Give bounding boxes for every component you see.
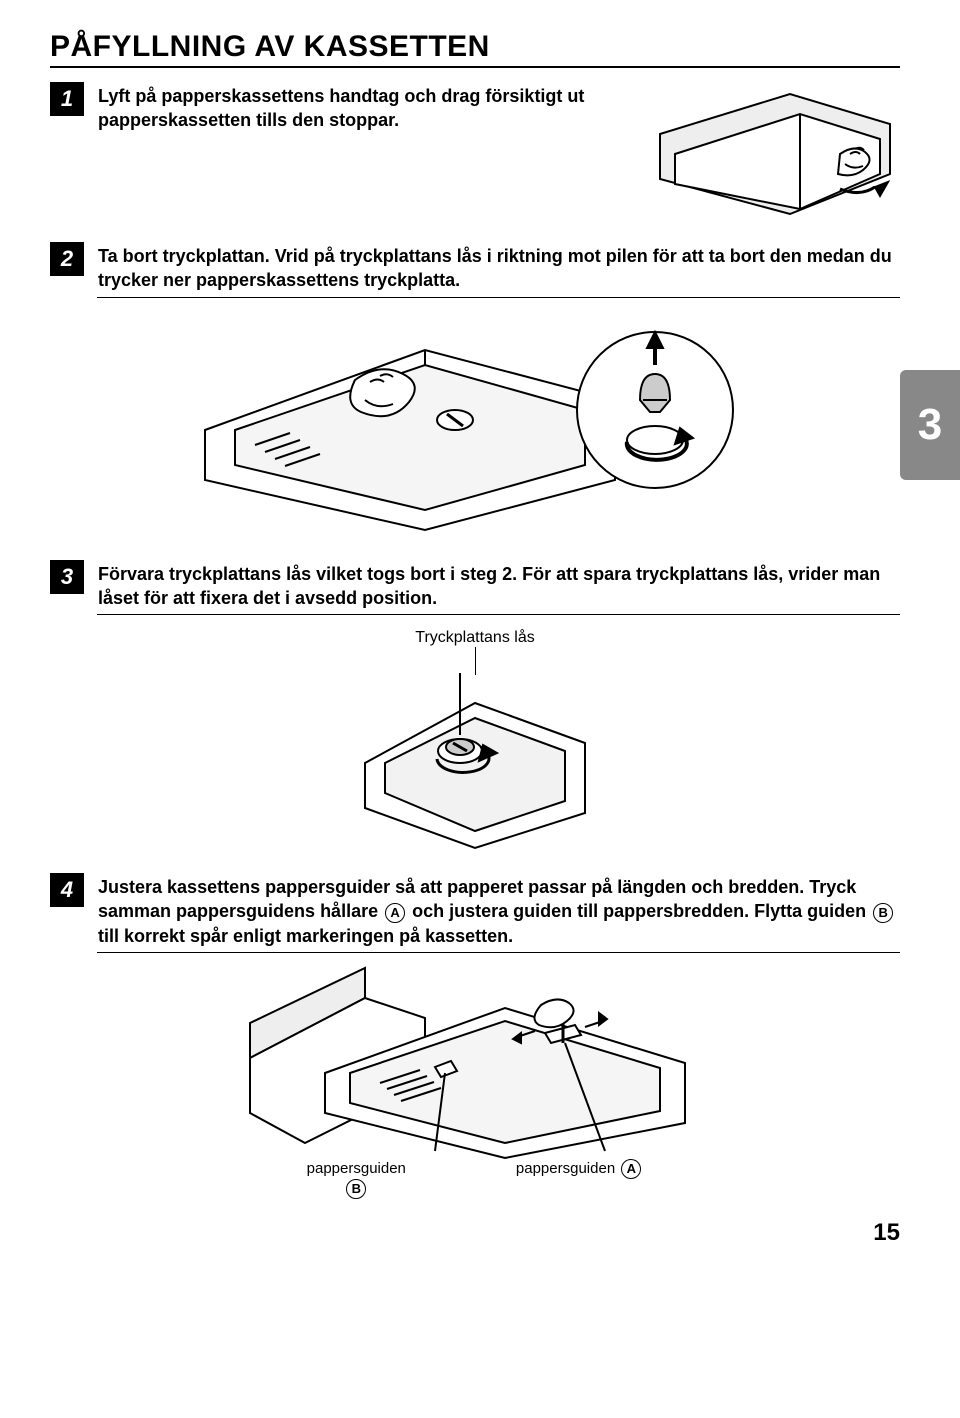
step-3-illustration bbox=[345, 673, 605, 853]
step-3-rule bbox=[97, 614, 900, 615]
step-4-illustration bbox=[245, 963, 705, 1163]
step-2-body: Ta bort tryckplattan. Vrid på tryckplatt… bbox=[98, 242, 900, 293]
step-4-number: 4 bbox=[50, 873, 84, 907]
label-guide-a-text: pappersguiden bbox=[516, 1160, 615, 1177]
step-4-text-part2: och justera guiden till pappersbredden. … bbox=[412, 901, 871, 921]
step-1-text: Lyft på papperskassettens handtag och dr… bbox=[98, 84, 620, 133]
step-3-number: 3 bbox=[50, 560, 84, 594]
step-3: 3 Förvara tryckplattans lås vilket togs … bbox=[50, 560, 900, 611]
step-4-illustration-block: pappersguiden B pappersguiden A bbox=[50, 963, 900, 1199]
step-1-body: Lyft på papperskassettens handtag och dr… bbox=[98, 82, 900, 224]
label-guide-b: pappersguiden B bbox=[307, 1159, 406, 1199]
circled-letter-b-inline: B bbox=[873, 903, 893, 923]
step-3-illustration-block: Tryckplattans lås bbox=[50, 625, 900, 853]
label-guide-b-text: pappersguiden bbox=[307, 1160, 406, 1177]
step-4-body: Justera kassettens pappersguider så att … bbox=[98, 873, 900, 948]
chapter-tab-number: 3 bbox=[918, 400, 942, 450]
chapter-tab: 3 bbox=[900, 370, 960, 480]
label-guide-a: pappersguiden A bbox=[516, 1159, 643, 1199]
step-4-text-part3: till korrekt spår enligt markeringen på … bbox=[98, 926, 513, 946]
step-1-number: 1 bbox=[50, 82, 84, 116]
step-2-text: Ta bort tryckplattan. Vrid på tryckplatt… bbox=[98, 246, 892, 290]
step-3-text: Förvara tryckplattans lås vilket togs bo… bbox=[98, 564, 880, 608]
step-2-illustration-block bbox=[50, 310, 900, 540]
circled-letter-a-label: A bbox=[621, 1159, 641, 1179]
step-1: 1 Lyft på papperskassettens handtag och … bbox=[50, 82, 900, 224]
step-3-body: Förvara tryckplattans lås vilket togs bo… bbox=[98, 560, 900, 611]
step-1-illustration bbox=[640, 84, 900, 224]
step-2-illustration bbox=[195, 310, 755, 540]
circled-letter-a-inline: A bbox=[385, 903, 405, 923]
step-2: 2 Ta bort tryckplattan. Vrid på tryckpla… bbox=[50, 242, 900, 293]
page-number: 15 bbox=[50, 1219, 900, 1247]
step-4: 4 Justera kassettens pappersguider så at… bbox=[50, 873, 900, 948]
step-2-rule bbox=[97, 297, 900, 298]
step-4-rule bbox=[97, 952, 900, 953]
page: 3 PÅFYLLNING AV KASSETTEN 1 Lyft på papp… bbox=[50, 30, 900, 1247]
step-2-number: 2 bbox=[50, 242, 84, 276]
step-3-lock-caption: Tryckplattans lås bbox=[415, 629, 534, 647]
step-4-labels: pappersguiden B pappersguiden A bbox=[307, 1159, 644, 1199]
page-title: PÅFYLLNING AV KASSETTEN bbox=[50, 30, 900, 68]
circled-letter-b-label: B bbox=[346, 1179, 366, 1199]
caption-leader-line bbox=[475, 647, 476, 675]
